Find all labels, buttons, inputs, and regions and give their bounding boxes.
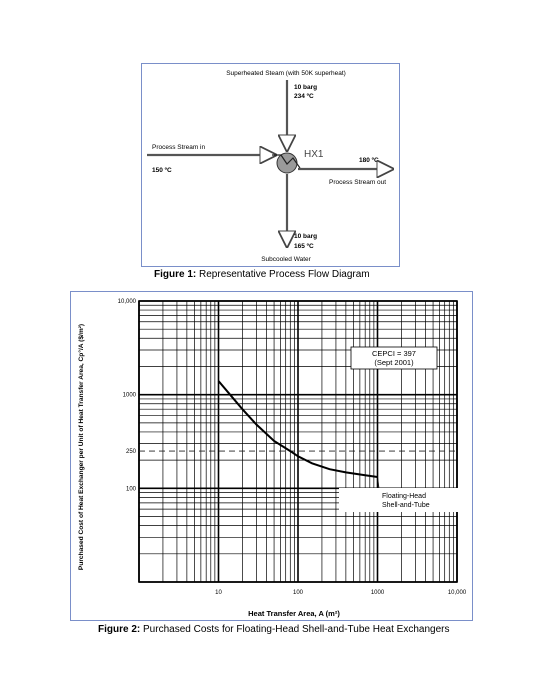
figure1-caption-text: Representative Process Flow Diagram [196,269,370,280]
hx-label: HX1 [304,149,324,160]
figure2-caption: Figure 2: Purchased Costs for Floating-H… [98,624,449,635]
y-axis-label: Purchased Cost of Heat Exchanger per Uni… [77,324,85,570]
y-tick-label: 100 [126,486,137,492]
cepci-line1: CEPCI = 397 [372,349,416,358]
figure2-caption-text: Purchased Costs for Floating-Head Shell-… [140,624,450,635]
steam-in-temp: 234 ºC [294,93,314,100]
figure2-caption-bold: Figure 2: [98,624,141,635]
chart-tick-labels: 10 100 1000 10,000 100 250 1000 10,000 [118,299,467,596]
curve-label-box [339,488,459,512]
y-tick-label: 250 [126,449,137,455]
plot-border [138,300,458,583]
x-axis-label: Heat Transfer Area, A (m²) [248,609,340,618]
y-tick-label: 10,000 [118,299,137,305]
steam-out-temp: 165 ºC [294,243,314,250]
process-in-label: Process Stream in [152,144,205,151]
x-tick-label: 10,000 [448,590,467,596]
x-tick-label: 10 [215,590,222,596]
steam-out-pressure: 10 barg [294,233,317,240]
cost-chart: 10 100 1000 10,000 100 250 1000 10,000 Floating… [77,299,467,618]
figure1-caption: Figure 1: Representative Process Flow Di… [154,269,370,280]
cepci-box [350,346,438,370]
steam-in-pressure: 10 barg [294,84,317,91]
figure1-caption-bold: Figure 1: [154,269,197,280]
process-out-temp: 180 ºC [359,157,379,164]
curve-label-line2: Shell-and-Tube [382,502,430,509]
chart-grid [138,300,458,583]
figure2-frame: 10 100 1000 10,000 100 250 1000 10,000 Floating… [70,291,473,621]
curve-label-line1: Floating-Head [382,493,426,500]
cepci-line2: (Sept 2001) [374,358,414,367]
subcooled-water-label: Subcooled Water [261,256,311,263]
figure1-frame: Superheated Steam (with 50K superheat) 1… [141,63,400,267]
process-in-temp: 150 ºC [152,167,172,174]
series-line-floating-head [217,380,378,478]
y-tick-label: 1000 [123,393,137,399]
process-flow-diagram: Superheated Steam (with 50K superheat) 1… [147,70,401,263]
process-out-label: Process Stream out [329,179,386,186]
x-tick-label: 1000 [371,590,385,596]
steam-in-label: Superheated Steam (with 50K superheat) [226,70,346,77]
x-tick-label: 100 [293,590,304,596]
